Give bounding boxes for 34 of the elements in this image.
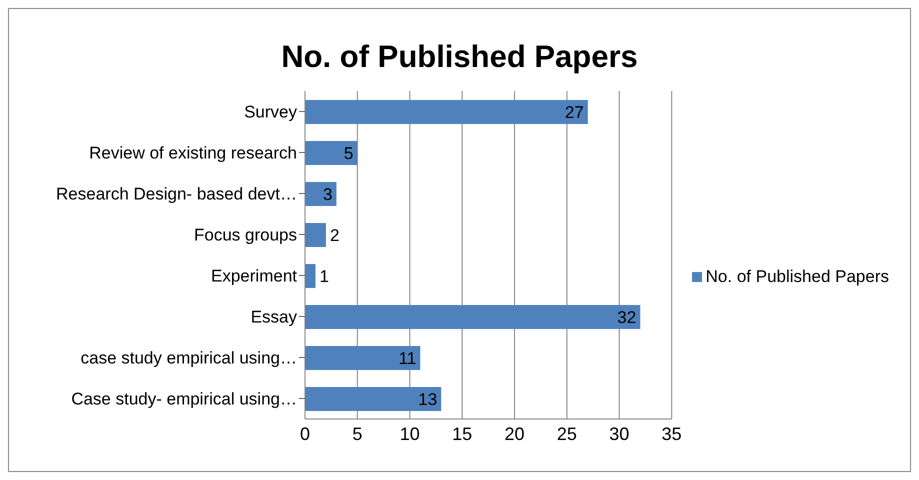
bar <box>305 387 442 411</box>
y-tick-label: Case study- empirical using… <box>71 390 297 409</box>
data-label: 27 <box>564 102 584 122</box>
x-tick-label: 30 <box>609 424 630 444</box>
bar <box>305 100 588 124</box>
y-tick-label: Experiment <box>211 266 298 286</box>
data-label: 32 <box>617 308 636 327</box>
data-label: 1 <box>319 266 329 286</box>
y-tick-label: case study empirical using… <box>80 348 297 368</box>
x-tick-label: 25 <box>556 424 577 444</box>
data-label: 11 <box>398 348 416 368</box>
x-tick-label: 10 <box>400 424 420 444</box>
bar <box>305 346 420 370</box>
bar <box>305 264 316 288</box>
y-tick-label: Review of existing research <box>89 144 297 163</box>
data-label: 5 <box>344 144 354 163</box>
x-tick-label: 35 <box>662 424 682 444</box>
y-tick-label: Focus groups <box>194 226 297 245</box>
bar <box>305 223 326 247</box>
x-tick-label: 0 <box>300 424 310 444</box>
y-tick-label: Research Design- based devt… <box>56 184 297 204</box>
bar <box>305 305 640 329</box>
bar <box>305 141 358 165</box>
data-label: 2 <box>330 226 340 245</box>
bar <box>305 182 336 206</box>
y-tick-label: Essay <box>250 308 298 327</box>
data-label: 13 <box>418 390 438 409</box>
x-tick-label: 20 <box>504 424 525 444</box>
x-tick-label: 5 <box>352 424 362 444</box>
chart-title: No. of Published Papers <box>280 39 639 76</box>
x-tick-label: 15 <box>452 424 472 444</box>
data-label: 3 <box>322 184 332 204</box>
y-tick-label: Survey <box>244 102 298 122</box>
legend-label: No. of Published Papers <box>706 266 889 286</box>
